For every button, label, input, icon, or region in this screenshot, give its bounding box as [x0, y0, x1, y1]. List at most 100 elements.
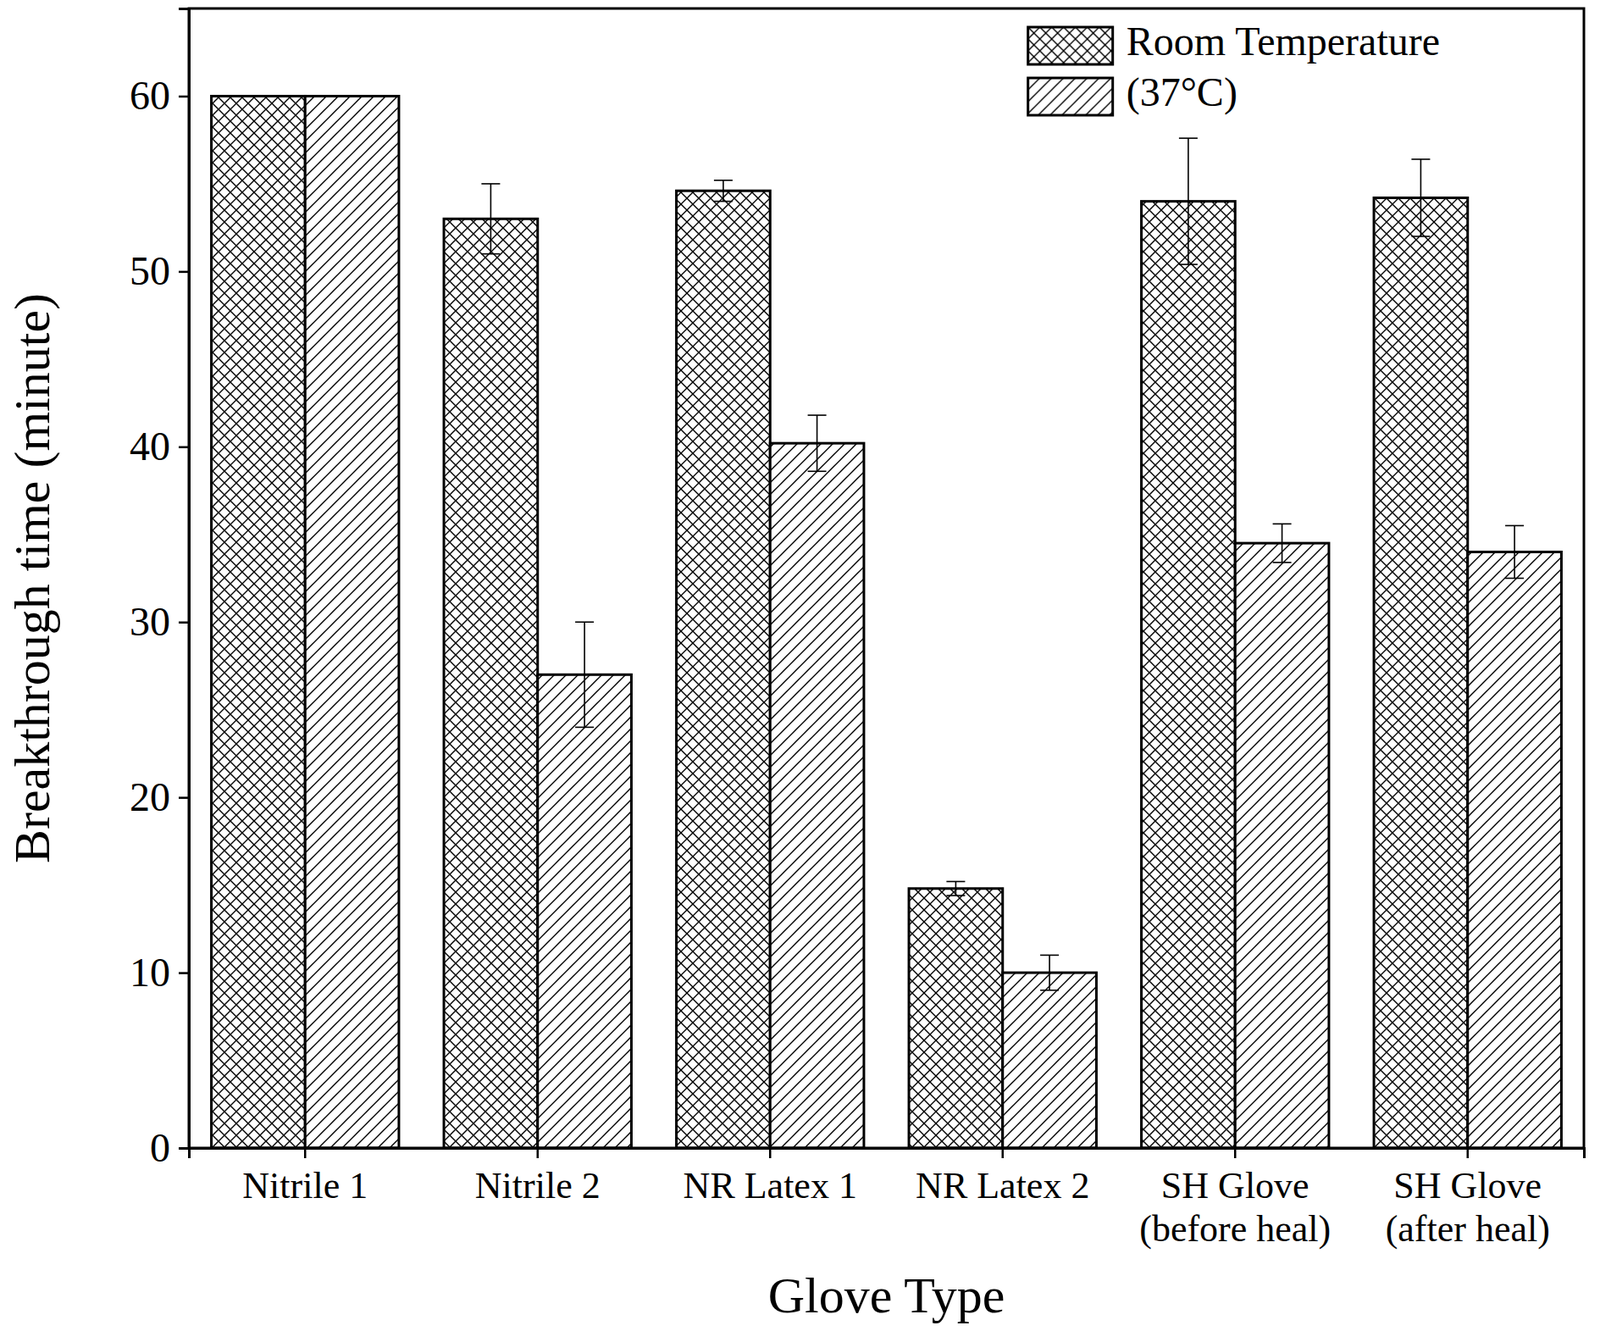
error-cap: [1505, 525, 1524, 527]
bar: [1002, 972, 1097, 1148]
x-tick-label: NR Latex 2: [915, 1164, 1090, 1207]
error-line: [583, 621, 586, 727]
y-axis-title: Breakthrough time (minute): [4, 293, 61, 864]
y-tick-mark: [178, 271, 189, 274]
bar: [1467, 551, 1562, 1148]
error-line: [955, 880, 958, 896]
y-tick-mark: [178, 95, 189, 99]
y-tick-label: 10: [129, 949, 171, 995]
bar: [908, 888, 1003, 1148]
x-axis-line: [189, 1148, 1585, 1159]
y-tick-mark: [178, 796, 189, 799]
error-bar: [1411, 159, 1430, 237]
y-tick: 30: [129, 598, 189, 644]
x-tick: SH Glove(after heal): [1385, 1147, 1551, 1250]
x-tick-mark: [537, 1147, 540, 1158]
y-tick-mark: [178, 446, 189, 449]
x-tick-mark: [304, 1147, 307, 1158]
error-line: [1420, 159, 1423, 237]
bar: [304, 95, 399, 1148]
error-cap: [946, 880, 965, 883]
error-cap: [1411, 235, 1430, 238]
bar: [443, 218, 538, 1148]
error-bar: [481, 183, 500, 255]
error-line: [1048, 954, 1051, 990]
error-cap: [575, 726, 594, 729]
y-tick-label: 30: [129, 598, 171, 644]
y-tick-label: 0: [149, 1124, 171, 1170]
y-tick: 60: [129, 72, 189, 118]
y-tick: 40: [129, 423, 189, 469]
x-tick-label-line: Nitrile 2: [475, 1164, 601, 1207]
error-cap: [481, 182, 500, 185]
legend-label: Room Temperature: [1126, 18, 1440, 64]
error-cap: [808, 414, 827, 416]
legend-item: (37°C): [1028, 69, 1238, 116]
error-cap: [714, 200, 733, 203]
y-tick-mark: [178, 1146, 189, 1150]
error-line: [722, 180, 725, 202]
y-tick-label: 40: [129, 423, 171, 469]
x-tick-mark: [1002, 1147, 1005, 1158]
x-tick-mark: [1467, 1147, 1470, 1158]
x-tick-label-line: NR Latex 1: [683, 1164, 858, 1207]
y-tick-mark: [178, 620, 189, 624]
y-tick-label: 50: [129, 248, 171, 294]
x-tick-label-line: SH Glove: [1393, 1164, 1542, 1207]
error-cap: [1179, 137, 1198, 139]
x-tick-label: NR Latex 1: [683, 1164, 858, 1207]
x-tick-label: SH Glove(after heal): [1385, 1164, 1551, 1250]
x-tick-label: Nitrile 2: [475, 1164, 601, 1207]
error-cap: [1040, 989, 1059, 992]
error-bar: [1179, 138, 1198, 265]
plot-frame: [188, 8, 1584, 1148]
error-bar: [808, 415, 827, 471]
bar: [769, 442, 864, 1148]
chart: 0 10 20 30 40 50 60 Nitrile 1 Nitrile 2 NR Latex …: [0, 0, 1600, 1331]
bar: [537, 674, 632, 1148]
error-line: [490, 183, 493, 255]
error-cap: [481, 253, 500, 255]
y-axis: 0 10 20 30 40 50 60: [129, 9, 190, 1170]
x-tick: Nitrile 2: [475, 1147, 601, 1207]
error-cap: [1179, 263, 1198, 266]
bar: [1373, 197, 1468, 1148]
bar: [1234, 542, 1329, 1148]
error-bar: [946, 880, 965, 896]
x-axis-title: Glove Type: [768, 1267, 1006, 1324]
x-tick-label-line: (before heal): [1139, 1207, 1331, 1250]
plot: 0 10 20 30 40 50 60 Nitrile 1 Nitrile 2 NR Latex …: [129, 8, 1585, 1250]
x-tick: NR Latex 1: [683, 1147, 858, 1207]
error-line: [816, 415, 819, 471]
error-cap: [1411, 158, 1430, 161]
legend-swatch: [1028, 77, 1113, 116]
error-bar: [1505, 525, 1524, 578]
x-axis: Nitrile 1 Nitrile 2 NR Latex 1 NR Latex 2 SH…: [189, 1147, 1585, 1250]
x-tick-label-line: (after heal): [1385, 1207, 1551, 1250]
error-line: [1281, 523, 1284, 563]
bar: [676, 190, 771, 1148]
x-tick-label: Nitrile 1: [242, 1164, 368, 1207]
y-axis-line: [178, 9, 190, 1149]
error-cap: [714, 179, 733, 182]
x-tick-mark: [1234, 1147, 1237, 1158]
error-cap: [1273, 523, 1292, 526]
legend-label: (37°C): [1126, 69, 1238, 116]
x-tick-mark: [769, 1147, 772, 1158]
bars: [211, 95, 1562, 1148]
error-bar: [1040, 954, 1059, 990]
error-cap: [575, 620, 594, 623]
legend-item: Room Temperature: [1028, 18, 1440, 65]
error-cap: [1040, 954, 1059, 957]
x-tick: SH Glove(before heal): [1139, 1147, 1331, 1250]
x-tick: Nitrile 1: [242, 1147, 368, 1207]
error-bar: [1273, 523, 1292, 563]
error-cap: [808, 470, 827, 472]
y-tick: 10: [129, 949, 189, 995]
x-tick-label-line: NR Latex 2: [915, 1164, 1090, 1207]
y-tick: 50: [129, 248, 189, 294]
y-tick: 20: [129, 774, 189, 820]
y-tick-mark: [178, 971, 189, 975]
error-line: [1187, 138, 1190, 265]
error-cap: [946, 894, 965, 897]
